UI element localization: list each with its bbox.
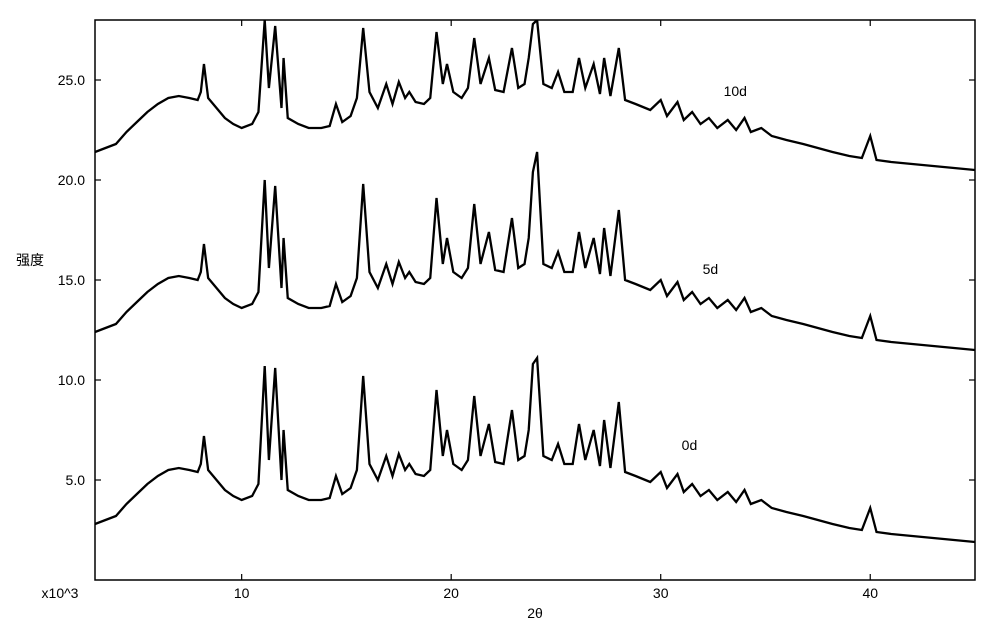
x-tick-label: 10 [234, 585, 250, 601]
series-label-10d: 10d [724, 83, 747, 99]
xrd-chart-svg: 10 20 30 40 5.0 10.0 15.0 20.0 25.0 2θ 强度 x10^3 0d 5d… [0, 0, 1000, 633]
y-axis-label: 强度 [16, 252, 44, 268]
series-label-5d: 5d [703, 261, 719, 277]
y-tick-label: 25.0 [58, 72, 85, 88]
y-tick-label: 15.0 [58, 272, 85, 288]
y-tick-label: 20.0 [58, 172, 85, 188]
xrd-chart-container: 10 20 30 40 5.0 10.0 15.0 20.0 25.0 2θ 强度 x10^3 0d 5d… [0, 0, 1000, 633]
y-axis-multiplier: x10^3 [42, 585, 79, 601]
x-axis-label: 2θ [527, 605, 543, 621]
y-tick-label: 5.0 [66, 472, 86, 488]
x-tick-label: 30 [653, 585, 669, 601]
y-tick-label: 10.0 [58, 372, 85, 388]
series-label-0d: 0d [682, 437, 698, 453]
x-tick-label: 20 [443, 585, 459, 601]
x-tick-label: 40 [862, 585, 878, 601]
